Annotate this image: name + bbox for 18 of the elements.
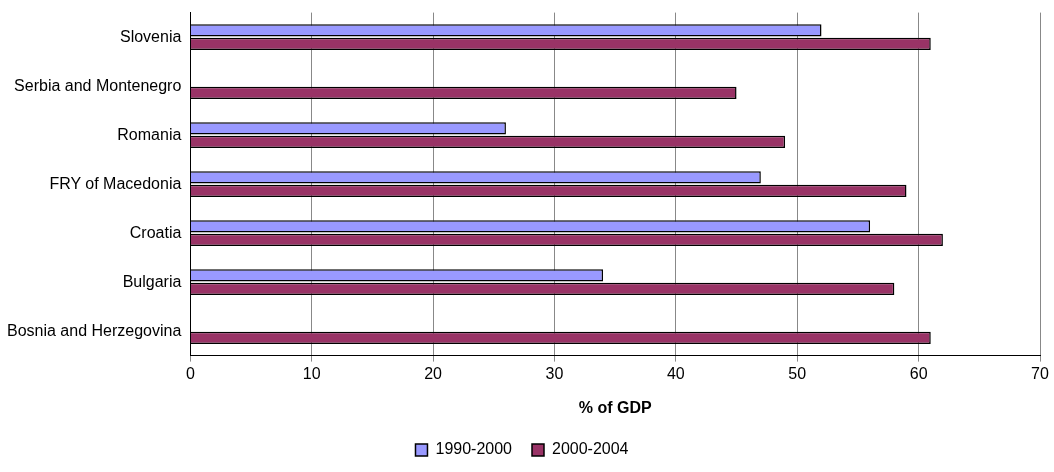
y-tick-label: FRY of Macedonia	[49, 174, 182, 192]
y-tick-label: Slovenia	[119, 27, 182, 45]
x-tick-label: 70	[1031, 364, 1049, 382]
x-tick-label: 20	[424, 364, 443, 382]
y-tick-label: Bosnia and Herzegovina	[6, 321, 182, 339]
x-tick-label: 60	[909, 364, 928, 382]
y-tick-label: Serbia and Montenegro	[14, 76, 182, 94]
x-tick-label: 30	[545, 364, 564, 382]
legend-label: 2000-2004	[552, 440, 629, 458]
x-tick-label: 40	[666, 364, 685, 382]
x-axis-title: % of GDP	[578, 398, 652, 416]
y-tick-label: Romania	[117, 125, 182, 143]
x-tick-label: 0	[185, 364, 195, 382]
x-tick-label: 10	[302, 364, 321, 382]
x-tick-label: 50	[788, 364, 807, 382]
legend-label: 1990-2000	[435, 440, 513, 458]
y-tick-label: Croatia	[129, 223, 182, 241]
y-tick-label: Bulgaria	[122, 272, 182, 290]
